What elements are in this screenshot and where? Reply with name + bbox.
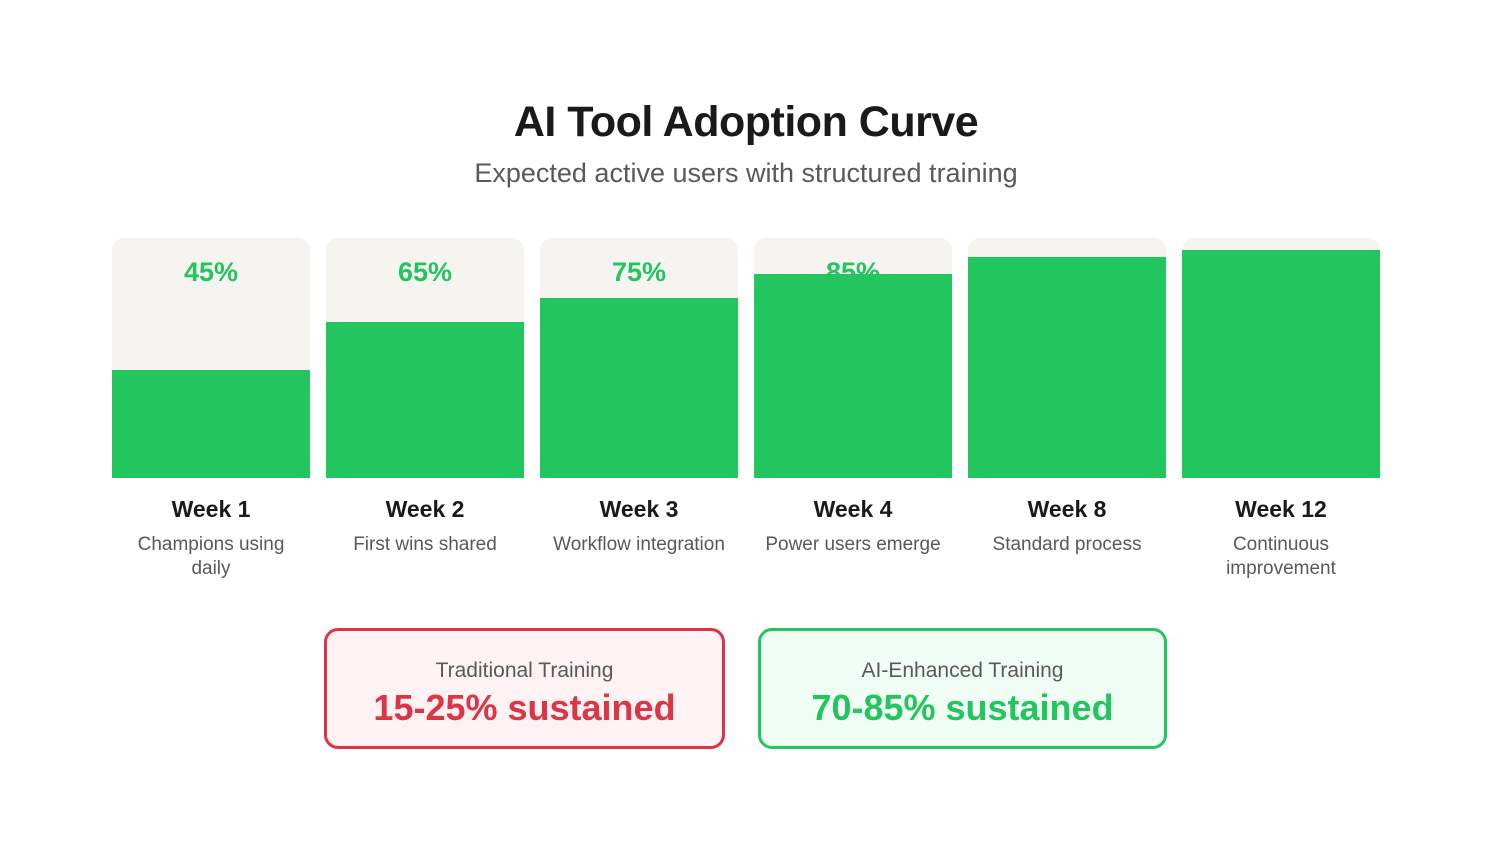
week-label: Week 3 bbox=[599, 496, 679, 522]
bar-column: Week 8 Standard process bbox=[968, 238, 1166, 588]
bar-track: 85% bbox=[754, 238, 952, 478]
week-label: Week 2 bbox=[385, 496, 465, 522]
bar-value-label: 75% bbox=[611, 257, 667, 287]
chart-subtitle: Expected active users with structured tr… bbox=[474, 158, 1018, 188]
traditional-training-card: Traditional Training 15-25% sustained bbox=[324, 628, 725, 749]
bar-track: 75% bbox=[540, 238, 738, 478]
bar-column: 65% Week 2 First wins shared bbox=[326, 238, 524, 588]
week-description: Power users emerge bbox=[765, 534, 941, 555]
ai-enhanced-training-value: 70-85% sustained bbox=[811, 687, 1114, 728]
bar-value-label: 45% bbox=[183, 257, 239, 287]
bar bbox=[754, 274, 952, 478]
week-label: Week 8 bbox=[1027, 496, 1107, 522]
week-description: First wins shared bbox=[353, 534, 497, 555]
ai-enhanced-training-card: AI-Enhanced Training 70-85% sustained bbox=[758, 628, 1167, 749]
adoption-bar-chart: 45% Week 1 Champions using daily 65% Week 2 F… bbox=[112, 238, 1380, 588]
ai-enhanced-training-label: AI-Enhanced Training bbox=[861, 659, 1064, 682]
week-description: Standard process bbox=[992, 534, 1142, 555]
week-label: Week 1 bbox=[171, 496, 251, 522]
week-label: Week 12 bbox=[1235, 496, 1327, 522]
bar-column: Week 12 Continuous improvement bbox=[1182, 238, 1380, 588]
week-description: Workflow integration bbox=[553, 534, 725, 555]
bar bbox=[1182, 250, 1380, 478]
week-description: Continuous improvement bbox=[1226, 534, 1336, 579]
bar-value-label: 65% bbox=[397, 257, 453, 287]
bar bbox=[540, 298, 738, 478]
bar bbox=[112, 370, 310, 478]
chart-title: AI Tool Adoption Curve bbox=[513, 98, 979, 146]
bar bbox=[326, 322, 524, 478]
bar-track: 65% bbox=[326, 238, 524, 478]
bar-column: 75% Week 3 Workflow integration bbox=[540, 238, 738, 588]
bar-column: 85% Week 4 Power users emerge bbox=[754, 238, 952, 588]
week-label: Week 4 bbox=[813, 496, 893, 522]
bar-column: 45% Week 1 Champions using daily bbox=[112, 238, 310, 588]
traditional-training-value: 15-25% sustained bbox=[373, 687, 676, 728]
bar-track: 45% bbox=[112, 238, 310, 478]
traditional-training-label: Traditional Training bbox=[435, 659, 614, 682]
bar-track bbox=[968, 238, 1166, 478]
bar-track bbox=[1182, 238, 1380, 478]
week-description: Champions using daily bbox=[137, 534, 285, 579]
bar bbox=[968, 257, 1166, 478]
